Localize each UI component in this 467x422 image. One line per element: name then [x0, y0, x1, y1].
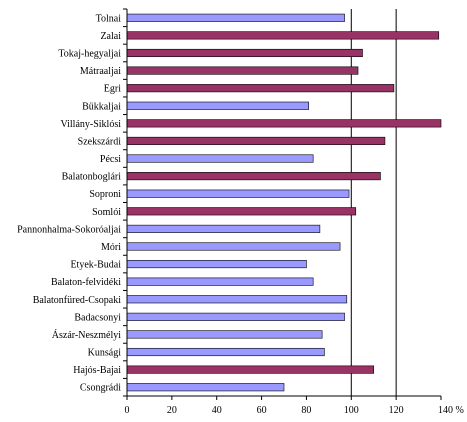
bar-6	[126, 101, 309, 110]
bar-1	[126, 13, 345, 22]
category-label: Pannonhalma-Sokoróaljai	[17, 224, 121, 235]
bar-4	[126, 66, 359, 75]
x-tick-label: 140 %	[438, 405, 464, 416]
bar-10	[126, 172, 381, 181]
bar-22	[126, 383, 285, 392]
category-label: Ászár-Neszmélyi	[52, 329, 121, 341]
x-tick-label: 100	[344, 405, 359, 416]
category-label: Mátraaljai	[80, 66, 121, 77]
category-label: Somlói	[92, 207, 121, 218]
bar-layer	[126, 13, 442, 392]
bar-12	[126, 207, 357, 216]
category-label: Csongrádi	[80, 383, 121, 394]
category-label: Egri	[104, 84, 121, 95]
bar-11	[126, 189, 350, 198]
x-tick-label: 0	[125, 405, 130, 416]
bar-19	[126, 330, 323, 339]
bar-3	[126, 48, 363, 58]
category-label: Hajós-Bajai	[73, 365, 121, 376]
category-label: Zalai	[100, 31, 121, 42]
bar-8	[126, 136, 386, 145]
axis-layer	[123, 8, 442, 400]
x-tick-label: 80	[301, 405, 311, 416]
bar-7	[126, 119, 442, 128]
category-label: Móri	[101, 242, 121, 253]
category-label: Villány-Siklósi	[60, 119, 121, 130]
bar-18	[126, 312, 345, 321]
bar-5	[126, 84, 395, 93]
bar-14	[126, 242, 341, 251]
category-label: Etyek-Budai	[70, 260, 121, 271]
bar-13	[126, 224, 321, 233]
bar-17	[126, 295, 348, 304]
x-tick-label: 120	[389, 405, 404, 416]
bar-21	[126, 365, 375, 374]
bar-15	[126, 260, 307, 269]
category-label: Soproni	[89, 189, 121, 200]
x-tick-label: 20	[167, 405, 177, 416]
bar-2	[126, 31, 440, 40]
bar-9	[126, 154, 314, 163]
category-label: Balatonboglári	[62, 172, 122, 183]
category-label: Tolnai	[96, 13, 122, 24]
x-tick-label: 60	[257, 405, 267, 416]
category-label: Badacsonyi	[74, 312, 121, 323]
bar-20	[126, 347, 325, 357]
category-label: Pécsi	[100, 154, 121, 165]
category-label: Szekszárdi	[78, 136, 122, 147]
bar-16	[126, 277, 314, 286]
x-tick-label: 40	[212, 405, 222, 416]
label-layer: Tolnai Zalai Tokaj-hegyaljai Mátraaljai Egri…	[17, 13, 464, 416]
category-label: Kunsági	[88, 348, 122, 359]
category-label: Bükkaljai	[82, 101, 121, 112]
category-label: Tokaj-hegyaljai	[58, 48, 121, 59]
category-label: Balaton-felvidéki	[51, 277, 121, 288]
category-label: Balatonfüred-Csopaki	[33, 295, 122, 306]
